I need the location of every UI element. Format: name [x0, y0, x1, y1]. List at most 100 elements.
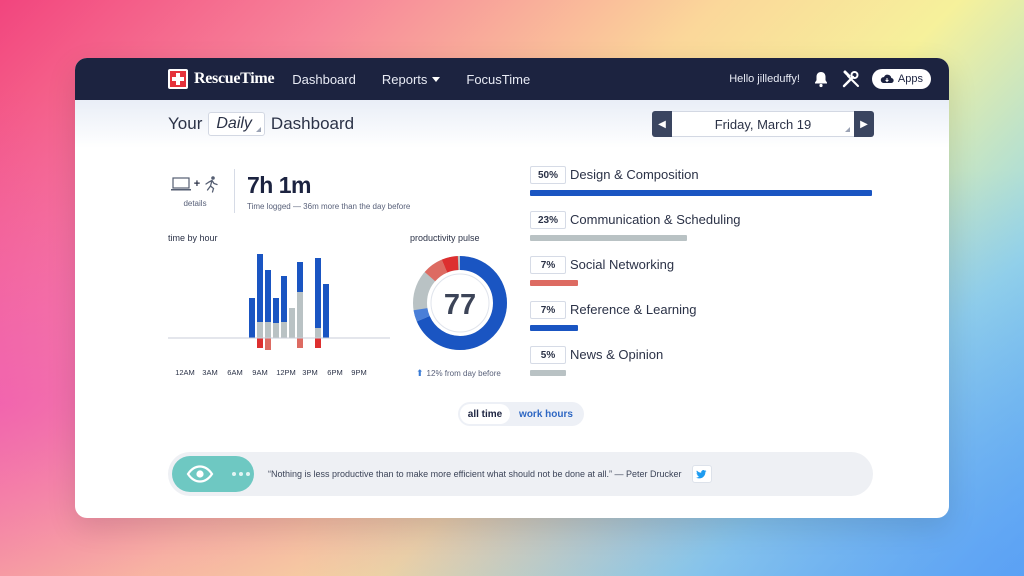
hour-bar[interactable] [257, 254, 263, 322]
toggle-work-hours[interactable]: work hours [519, 408, 573, 420]
category-percent: 50% [530, 166, 566, 184]
tick-label: 6PM [327, 368, 342, 377]
title-prefix: Your [168, 114, 203, 133]
category-bar [530, 370, 566, 376]
hour-bar[interactable] [323, 284, 329, 338]
pulse-change-text: 12% from day before [426, 369, 501, 378]
hour-bar[interactable] [281, 276, 287, 322]
laptop-icon [170, 176, 191, 190]
bell-icon[interactable] [812, 70, 830, 88]
tick-label: 12AM [175, 368, 195, 377]
hour-bar[interactable] [249, 298, 255, 338]
quote-text: “Nothing is less productive than to make… [268, 469, 682, 479]
details-link-block[interactable]: + details [168, 175, 222, 208]
tick-label: 9AM [252, 368, 267, 377]
title-suffix: Dashboard [270, 114, 355, 133]
total-time: 7h 1m [247, 171, 311, 198]
twitter-share-button[interactable] [691, 465, 712, 483]
category-bar [530, 235, 687, 241]
category-percent: 7% [530, 256, 566, 274]
summary-block: + details 7h 1m Time logged — 36m more t… [168, 168, 518, 214]
category-percent: 5% [530, 346, 566, 364]
left-column: + details 7h 1m Time logged — 36m more t… [168, 168, 518, 388]
date-picker[interactable]: Friday, March 19 [672, 111, 854, 137]
ellipsis-icon [232, 472, 250, 476]
twitter-icon [696, 469, 707, 478]
running-person-icon [205, 175, 218, 193]
nav-reports-label: Reports [381, 71, 428, 87]
page-title: Your Daily Dashboard [168, 112, 354, 136]
hour-bar[interactable] [273, 323, 279, 338]
tools-icon[interactable] [842, 70, 860, 88]
dashboard-window: RescueTime Dashboard Reports FocusTime H… [75, 58, 949, 518]
category-name: News & Opinion [570, 347, 664, 362]
donut-center [430, 273, 490, 333]
hour-bar-negative[interactable] [265, 338, 271, 350]
total-time-block: 7h 1m Time logged — 36m more than the da… [247, 172, 410, 211]
hour-bar[interactable] [265, 270, 271, 322]
category-name: Design & Composition [570, 167, 699, 182]
period-select[interactable]: Daily [208, 112, 265, 136]
next-day-button[interactable]: ▶ [854, 111, 874, 137]
nav-dashboard[interactable]: Dashboard [292, 71, 356, 87]
plus-icon: + [193, 177, 201, 190]
nav-reports[interactable]: Reports [382, 72, 441, 87]
donut-blue-arc [413, 256, 507, 350]
tick-label: 6AM [227, 368, 242, 377]
details-link[interactable]: details [183, 198, 207, 208]
tick-label: 3AM [202, 368, 217, 377]
hour-bar[interactable] [315, 258, 321, 328]
hour-bar-negative[interactable] [257, 338, 263, 348]
prev-day-button[interactable]: ◀ [652, 111, 672, 137]
hour-bar[interactable] [257, 322, 263, 338]
category-bar [530, 190, 872, 196]
cloud-download-icon [880, 74, 894, 84]
hour-bar[interactable] [265, 322, 271, 338]
category-row[interactable]: 7% Social Networking [530, 252, 875, 297]
category-row[interactable]: 50% Design & Composition [530, 162, 875, 207]
top-navbar: RescueTime Dashboard Reports FocusTime H… [75, 58, 949, 100]
category-percent: 7% [530, 301, 566, 319]
summary-divider [234, 169, 235, 213]
user-greeting[interactable]: Hello jilleduffy! [729, 73, 800, 85]
quote-eye-toggle[interactable] [172, 456, 254, 492]
quote-bar: “Nothing is less productive than to make… [168, 452, 873, 496]
category-row[interactable]: 5% News & Opinion [530, 342, 875, 387]
category-list: 50% Design & Composition 23% Communicati… [530, 162, 875, 387]
chevron-down-icon [432, 76, 441, 82]
time-range-toggle: all time work hours [458, 402, 584, 426]
nav-focustime[interactable]: FocusTime [466, 71, 531, 87]
pulse-change: ⬆ 12% from day before [416, 368, 501, 379]
dashboard-header: Your Daily Dashboard ◀ Friday, March 19 … [75, 100, 949, 148]
hour-bar[interactable] [297, 292, 303, 338]
productivity-pulse-label: productivity pulse [410, 233, 480, 243]
hour-bar[interactable] [315, 328, 321, 338]
category-row[interactable]: 23% Communication & Scheduling [530, 207, 875, 252]
hour-bar[interactable] [281, 322, 287, 338]
productivity-pulse-donut[interactable]: 77 [410, 253, 510, 353]
device-icons: + [170, 175, 220, 193]
eye-icon [186, 465, 214, 483]
hour-bar[interactable] [273, 298, 279, 323]
nav-right-group: Hello jilleduffy! Apps [729, 69, 931, 89]
tick-label: 12PM [276, 368, 296, 377]
category-row[interactable]: 7% Reference & Learning [530, 297, 875, 342]
hour-bar[interactable] [297, 262, 303, 292]
pulse-score: 77 [444, 289, 476, 321]
hour-bar-negative[interactable] [315, 338, 321, 348]
hour-bar[interactable] [289, 308, 295, 338]
tick-label: 9PM [351, 368, 366, 377]
total-time-subtext: Time logged — 36m more than the day befo… [247, 201, 411, 211]
category-name: Communication & Scheduling [570, 212, 741, 227]
rescuetime-logo-icon [168, 69, 188, 89]
brand-logo[interactable]: RescueTime [168, 69, 275, 89]
hour-bar-negative[interactable] [297, 338, 303, 348]
arrow-up-icon: ⬆ [416, 368, 424, 378]
category-name: Reference & Learning [570, 302, 697, 317]
apps-button[interactable]: Apps [871, 69, 931, 89]
toggle-all-time[interactable]: all time [460, 404, 510, 424]
time-by-hour-label: time by hour [168, 233, 218, 243]
category-percent: 23% [530, 211, 566, 229]
category-bar [530, 325, 578, 331]
tick-label: 3PM [302, 368, 317, 377]
